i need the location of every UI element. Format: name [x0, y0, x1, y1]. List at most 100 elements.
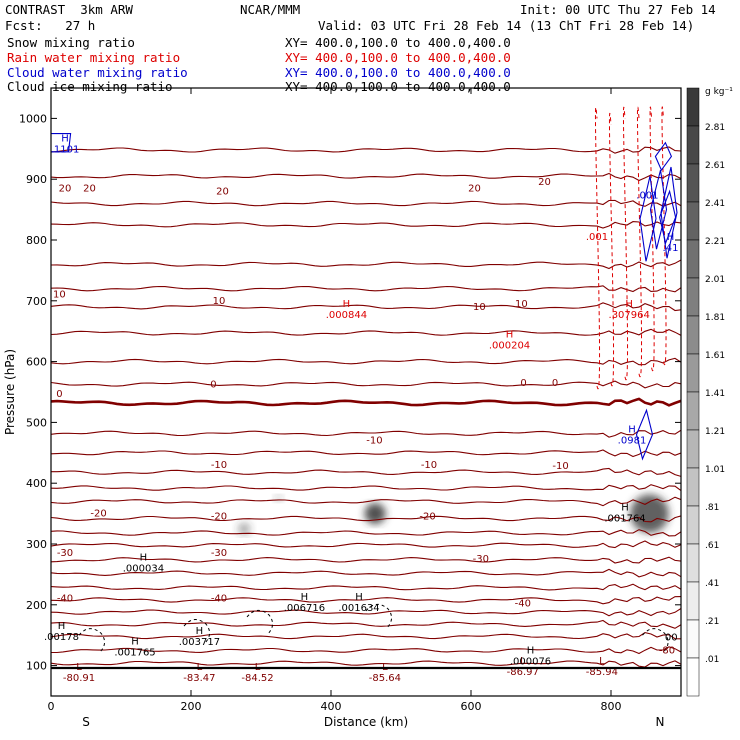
temperature-contour [51, 449, 681, 458]
extremum-marker: H [667, 232, 675, 243]
extremum-value: .000034 [123, 563, 164, 574]
colorbar-segment [686, 619, 700, 659]
contour-value-label: 10 [473, 302, 486, 313]
x-tick-label: 200 [181, 700, 202, 713]
extremum-value: -80.91 [63, 673, 95, 684]
temperature-contour [51, 302, 681, 312]
header-fcst: Fcst: 27 h [5, 18, 96, 33]
temperature-contour [51, 328, 681, 336]
cloud-water-contour [659, 189, 677, 245]
contour-value-label: -30 [57, 548, 73, 559]
rain-contour [661, 106, 667, 366]
colorbar-label: .01 [705, 655, 719, 665]
extremum-value: -86.97 [507, 667, 539, 678]
temperature-contour [51, 397, 681, 407]
y-tick-label: 500 [26, 416, 47, 429]
y-tick-label: 200 [26, 599, 47, 612]
y-tick-label: 400 [26, 477, 47, 490]
contour-value-label: 10 [53, 290, 66, 301]
contour-value-label: 10 [515, 299, 528, 310]
extremum-value: .1101 [51, 145, 80, 156]
colorbar-segment [686, 543, 700, 583]
temperature-contour [51, 608, 681, 617]
rain-contour [594, 107, 601, 390]
field-label-cloudwater: Cloud water mixing ratio [7, 65, 188, 80]
colorbar-label: 1.81 [705, 313, 725, 323]
contour-value-label: 0 [552, 378, 558, 389]
contour-value-label: 20 [468, 183, 481, 194]
temperature-contour [51, 146, 681, 154]
header-valid: Valid: 03 UTC Fri 28 Feb 14 (13 ChT Fri … [318, 18, 695, 33]
contour-value-label: -10 [421, 460, 437, 471]
cloud-water-contour [639, 176, 657, 262]
colorbar-label: 2.41 [705, 199, 725, 209]
extremum-marker: H [140, 552, 148, 563]
y-axis-label: Pressure (hPa) [3, 349, 17, 435]
colorbar-segment [686, 657, 700, 697]
contour-value-label: 20 [59, 183, 72, 194]
extremum-value: -85.64 [369, 673, 401, 684]
y-tick-label: 1000 [19, 112, 47, 125]
contour-value-label: -10 [552, 461, 568, 472]
contour-value-label: -10 [366, 436, 382, 447]
colorbar: 2.81 2.61 2.41 2.21 2.01 1.81 1.61 1.41 1.21 1.01… [686, 87, 725, 697]
extremum-marker: H [61, 134, 69, 145]
temperature-contour [51, 583, 681, 591]
temperature-contour [51, 172, 681, 182]
extremum-value: .001764 [604, 514, 645, 525]
temperature-contour [51, 660, 681, 668]
contour-value-label: 0 [210, 380, 216, 391]
contour-value-label: 20 [216, 186, 229, 197]
contour-value-label: -20 [90, 509, 106, 520]
cloud-water-contour [649, 169, 668, 250]
cloud-water-contour [635, 408, 654, 461]
cloud-water-contour [660, 166, 678, 259]
contour-value-label: 20 [83, 183, 96, 194]
contour-value-label: .001 [586, 232, 608, 243]
colorbar-segment [686, 239, 700, 279]
field-label-cloudice: Cloud ice mixing ratio [7, 79, 173, 94]
colorbar-label: .61 [705, 541, 719, 551]
temperature-contour [51, 467, 681, 477]
colorbar-segment [686, 467, 700, 507]
temperature-contour [51, 221, 681, 229]
field-xy-cloudice: XY= 400.0,100.0 to 400.0,400.0 [285, 79, 511, 94]
x-tick-label: 600 [461, 700, 482, 713]
temperature-contour [51, 515, 681, 523]
temperature-contour [51, 496, 681, 507]
extremum-marker: H [625, 299, 633, 310]
contour-value-label: -40 [515, 599, 531, 610]
colorbar-segment [686, 391, 700, 431]
colorbar-segment [686, 201, 700, 241]
rain-contour [608, 112, 615, 387]
extremum-value: -83.47 [183, 673, 215, 684]
extremum-marker: H [628, 425, 636, 436]
contour-value-label: -10 [211, 460, 227, 471]
rain-contour [622, 106, 629, 381]
colorbar-label: 1.61 [705, 351, 725, 361]
header-model: CONTRAST 3km ARW [5, 2, 133, 17]
extremum-value: .000204 [489, 340, 530, 351]
extremum-value: -85.94 [586, 667, 618, 678]
extremum-value: .00178 [44, 632, 79, 643]
colorbar-segment [686, 87, 700, 127]
extremum-marker: H [58, 621, 66, 632]
field-xy-cloudwater: XY= 400.0,100.0 to 400.0,400.0 [285, 65, 511, 80]
contour-value-label: -30 [473, 554, 489, 565]
field-xy-rain: XY= 400.0,100.0 to 400.0,400.0 [285, 50, 511, 65]
contour-value-label: .001 [636, 191, 658, 202]
contour-value-label: 0 [520, 378, 526, 389]
extremum-value: .000844 [326, 310, 367, 321]
contour-label-layer: L-80.91L-83.47L-84.52L-85.64L-86.97L-85.… [44, 134, 678, 684]
temperature-contour [51, 285, 681, 293]
contour-value-label: -20 [211, 512, 227, 523]
colorbar-segment [686, 315, 700, 355]
x-tick-label: 800 [601, 700, 622, 713]
contour-value-label: -40 [57, 594, 73, 605]
contour-value-label: -80 [659, 645, 675, 656]
extremum-value: .001634 [338, 603, 379, 614]
colorbar-label: 2.21 [705, 237, 725, 247]
extremum-value: .000076 [510, 656, 551, 667]
colorbar-segment [686, 429, 700, 469]
